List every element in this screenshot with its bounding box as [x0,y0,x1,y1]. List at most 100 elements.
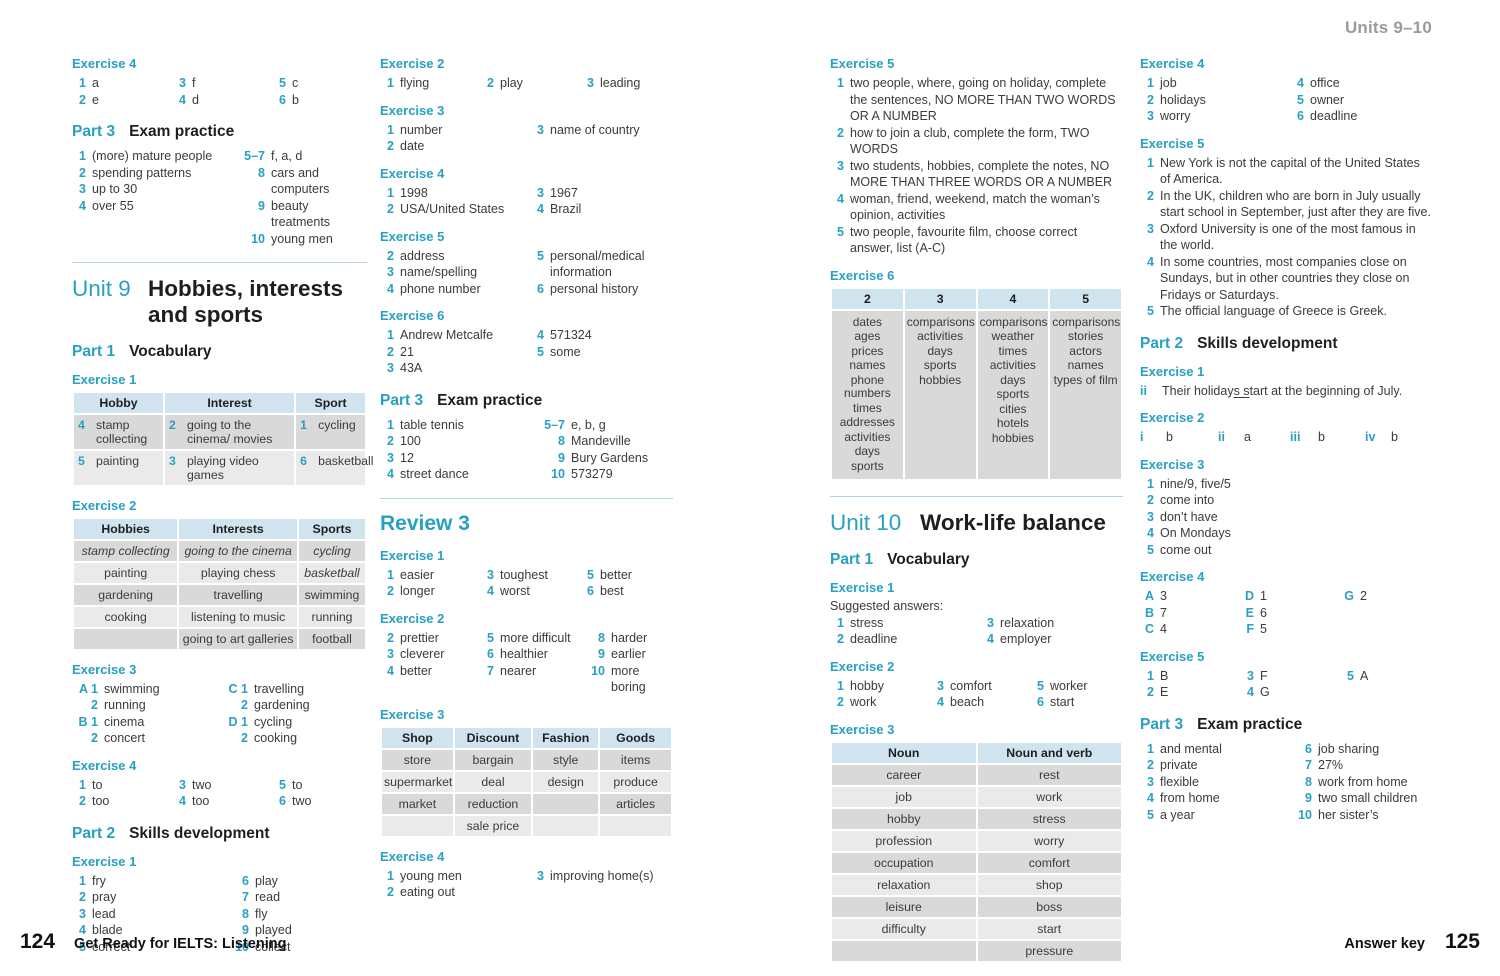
part-title: Exam practice [129,123,235,140]
answer-key: E [1245,605,1254,620]
table-cell: comparisons activities days sports hobbies [904,310,976,479]
answer-key: 2 [1147,493,1154,507]
cell-text: running [311,609,353,624]
answer-column: 2 play [480,75,580,92]
answer-row: 3 flexible [1140,774,1290,791]
cell-list-item: hobbies [991,430,1034,445]
answer-column: 1 fry 2 pray 3 lead 4 blade 5 correct [72,873,227,956]
answer-text: deadline [1310,109,1358,123]
answer-row: 4 employer [980,631,1123,648]
answer-key: 1 [387,868,394,883]
answer-key: 7 [1305,758,1312,772]
exercise-heading: Exercise 6 [380,308,445,323]
answer-key: 2 [91,698,98,713]
table-header-cell: 4 [977,288,1049,309]
answer-key: 1 [1147,668,1154,683]
answer-row: B 1 cinema [72,714,222,731]
answer-group: 1 (more) mature people 2 spending patterns 3… [72,148,367,247]
exercise-heading: Exercise 2 [830,658,895,674]
answer-column: 6 play 7 read 8 fly 9 played 10 collect [227,873,367,956]
table-row: job work [832,786,1121,807]
answer-row: 4 too [172,793,272,810]
answer-text: 100 [400,434,421,448]
answer-text: how to join a club, complete the form, T… [850,125,1090,157]
answer-row: 4 over 55 [72,198,235,215]
answer-row: 4 worst [480,583,580,600]
answer-key: 3 [1147,221,1154,236]
answer-text: d [192,92,199,107]
table-cell: stress [977,808,1121,829]
answer-text: over 55 [92,198,134,213]
cell-text: listening to music [190,609,286,624]
answer-key: 10 [235,939,249,954]
answer-row: 5 personal/medical information [530,248,673,281]
answer-group: 1 number 2 date 3 name of country [380,122,673,155]
table-cell: rest [977,764,1121,785]
underlined-text: s s [1233,383,1250,398]
exercise-heading: Exercise 4 [1140,569,1205,584]
cell-list-item: dates [852,314,883,329]
part-heading: Part 1 Vocabulary [72,343,367,361]
review-heading: Review 3 [380,511,470,535]
answer-row: 3 12 [380,450,535,467]
answer-key: 3 [837,158,844,173]
answer-key: D [1244,589,1254,603]
answer-row: 3 up to 30 [72,181,235,198]
answer-text: 1 [1260,589,1267,603]
answer-text: comfort [950,678,992,693]
answer-group: 1 and mental 2 private 3 flexible 4 from home 5 a… [1140,741,1433,824]
answer-key: 7 [242,890,249,905]
answer-column: 1 two people, where, going on holiday, co… [830,75,1123,257]
answer-text: running [104,698,146,713]
answer-text: travelling [254,681,305,696]
table-row: supermarket deal design produce [382,771,671,792]
cell-text: stamp collecting [96,417,148,446]
answer-key: 4 [79,198,86,213]
answer-key: A 1 [79,681,98,696]
table-cell: reduction [454,793,532,814]
answer-text: 6 [1260,605,1267,620]
table-cell: comfort [977,852,1121,873]
answer-text: fry [92,873,106,888]
answer-key: 8 [598,630,605,645]
answer-key: 5 [79,939,86,954]
exercise-heading: Exercise 4 [72,56,137,71]
table-row: sale price [382,815,671,836]
answer-row: 1 and mental [1140,741,1290,758]
answer-text: 1967 [550,185,578,200]
answer-text: The official language of Greece is Greek… [1160,304,1387,318]
exercise-heading: Exercise 1 [830,579,895,595]
table-row: dates ages prices names phone numbers times ad… [832,310,1121,479]
answer-text: f [192,76,196,90]
answer-column: 1 stress 2 deadline [830,615,980,648]
answer-text: employer [1000,632,1052,647]
answer-text: In some countries, most companies close … [1160,254,1410,302]
answer-key: 10 [591,663,605,678]
answer-key: 3 [387,647,394,661]
answer-table: Hobbies Interests Sports stamp collecting go… [72,517,367,651]
answer-text: better [600,567,632,582]
answer-text: healthier [500,647,548,661]
cell-text: profession [875,833,933,848]
table-cell: comparisons weather times activities days spo… [977,310,1049,479]
cell-list-item: sports [851,458,884,473]
cell-list-item: stories [1067,329,1104,343]
answer-text: gardening [254,698,310,713]
exercise-heading: Exercise 1 [1140,363,1205,379]
answer-row: 3 improving home(s) [530,868,673,885]
answer-text: spending patterns [92,165,192,180]
table-cell: 2 going to the cinema/ movies [164,414,295,449]
answer-row: 2 address [380,248,530,265]
answer-row: 5 owner [1290,92,1433,109]
answer-column: 2 prettier 3 cleverer 4 better [380,630,480,680]
answer-column: 3 relaxation 4 employer [980,615,1123,648]
